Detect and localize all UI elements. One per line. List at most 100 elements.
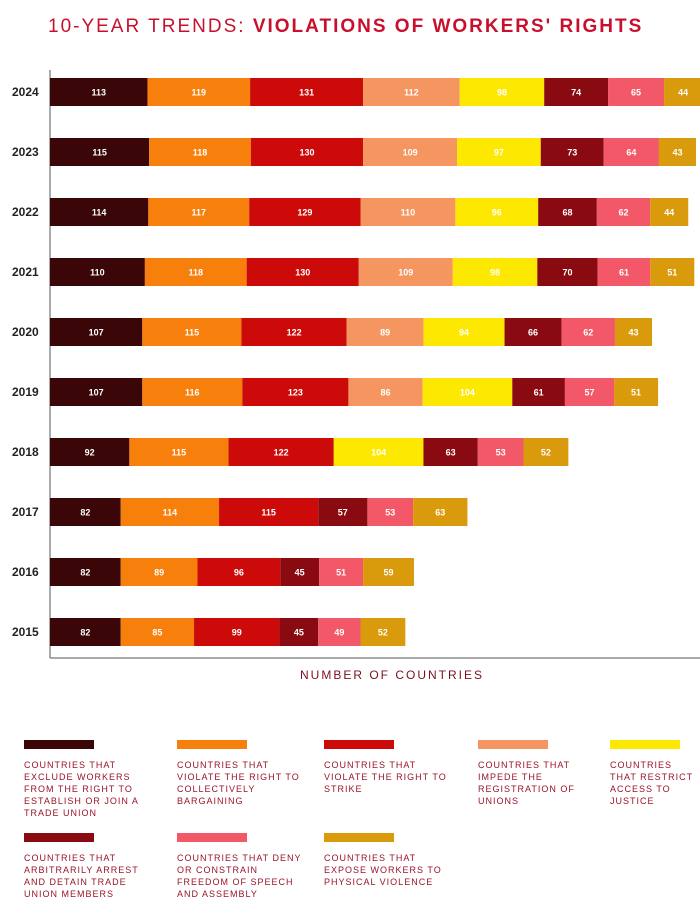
legend-label: COUNTRIES THAT RESTRICT ACCESS TO JUSTIC… (610, 760, 694, 806)
data-label: 85 (152, 628, 162, 638)
legend-item-collective-bargaining: COUNTRIES THAT VIOLATE THE RIGHT TO COLL… (177, 740, 302, 807)
data-label: 107 (89, 388, 104, 398)
bar-segment (147, 78, 251, 106)
data-label: 110 (90, 268, 105, 278)
bar-segment (50, 318, 143, 346)
data-label: 107 (89, 328, 104, 338)
x-axis-label: NUMBER OF COUNTRIES (300, 668, 485, 682)
data-label: 57 (584, 388, 594, 398)
data-label: 129 (297, 208, 312, 218)
legend-item-access-to-justice: COUNTRIES THAT RESTRICT ACCESS TO JUSTIC… (610, 740, 698, 807)
legend-swatch (177, 833, 247, 842)
y-tick-label: 2019 (12, 385, 39, 399)
bar-segment (228, 438, 334, 466)
bar-segment (241, 318, 347, 346)
data-label: 57 (338, 508, 348, 518)
bar-segment (363, 558, 414, 586)
data-label: 96 (492, 208, 502, 218)
data-label: 94 (459, 328, 469, 338)
data-label: 49 (334, 628, 344, 638)
data-label: 65 (631, 88, 641, 98)
bar-segment (129, 438, 229, 466)
legend-item-arrest-detain: COUNTRIES THAT ARBITRARILY ARREST AND DE… (24, 833, 149, 900)
bar-segment (360, 198, 456, 226)
bar-segment (608, 78, 665, 106)
data-label: 82 (80, 508, 90, 518)
data-label: 59 (384, 568, 394, 578)
bar-segment (538, 198, 597, 226)
data-label: 130 (295, 268, 310, 278)
data-label: 89 (380, 328, 390, 338)
data-label: 52 (541, 448, 551, 458)
data-label: 63 (435, 508, 445, 518)
bar-segment (148, 198, 250, 226)
data-label: 109 (398, 268, 413, 278)
bar-segment (363, 138, 458, 166)
y-tick-label: 2022 (12, 205, 39, 219)
y-tick-label: 2016 (12, 565, 39, 579)
bar-segment (120, 558, 198, 586)
bar-segment (360, 618, 406, 646)
bar-segment (650, 198, 689, 226)
data-label: 114 (92, 208, 107, 218)
bar-segment (149, 138, 251, 166)
data-label: 51 (667, 268, 677, 278)
bar-segment (650, 258, 695, 286)
bar-segment (413, 498, 468, 526)
data-label: 89 (154, 568, 164, 578)
bar-segment (219, 498, 319, 526)
bar-segment (523, 438, 569, 466)
chart-title: 10-YEAR TRENDS: VIOLATIONS OF WORKERS' R… (48, 16, 643, 38)
data-label: 53 (496, 448, 506, 458)
data-label: 119 (192, 88, 207, 98)
data-label: 61 (619, 268, 629, 278)
bar-segment (564, 378, 615, 406)
bar-segment (504, 318, 562, 346)
bar-segment (512, 378, 565, 406)
data-label: 51 (336, 568, 346, 578)
bar-segment (658, 138, 697, 166)
data-label: 104 (460, 388, 475, 398)
bar-segment (319, 558, 364, 586)
y-tick-label: 2021 (12, 265, 39, 279)
bar-segment (455, 198, 539, 226)
data-label: 44 (664, 208, 674, 218)
bar-segment (144, 258, 247, 286)
data-label: 52 (378, 628, 388, 638)
bar-segment (423, 438, 478, 466)
bar-segment (596, 198, 651, 226)
data-label: 63 (446, 448, 456, 458)
bar-segment (561, 318, 615, 346)
bar-segment (50, 498, 121, 526)
data-label: 99 (232, 628, 242, 638)
data-label: 96 (234, 568, 244, 578)
data-label: 43 (672, 148, 682, 158)
data-label: 123 (288, 388, 303, 398)
bar-segment (120, 498, 220, 526)
data-label: 112 (404, 88, 419, 98)
data-label: 115 (172, 448, 187, 458)
data-label: 43 (628, 328, 638, 338)
data-label: 118 (193, 148, 208, 158)
stacked-bar-chart: 2024 113 119 131 112 98 74 65 44 2023 115 118 130 109… (12, 70, 700, 659)
bar-segment (279, 618, 319, 646)
data-label: 109 (403, 148, 418, 158)
bar-segment (50, 378, 143, 406)
y-tick-label: 2023 (12, 145, 39, 159)
bar-segment (50, 558, 121, 586)
bar-segment (346, 318, 424, 346)
chart-title-main: VIOLATIONS OF WORKERS' RIGHTS (252, 16, 644, 37)
bar-segment (194, 618, 280, 646)
legend-label: COUNTRIES THAT EXCLUDE WORKERS FROM THE … (24, 760, 139, 818)
data-label: 66 (528, 328, 538, 338)
bar-segment (242, 378, 349, 406)
legend-swatch (610, 740, 680, 749)
bar-segment (50, 258, 145, 286)
data-label: 130 (300, 148, 315, 158)
data-label: 62 (619, 208, 629, 218)
legend-item-exclude-union: COUNTRIES THAT EXCLUDE WORKERS FROM THE … (24, 740, 149, 819)
data-label: 70 (562, 268, 572, 278)
bar-segment (333, 438, 424, 466)
bar-segment (358, 258, 453, 286)
bar-segment (544, 78, 609, 106)
